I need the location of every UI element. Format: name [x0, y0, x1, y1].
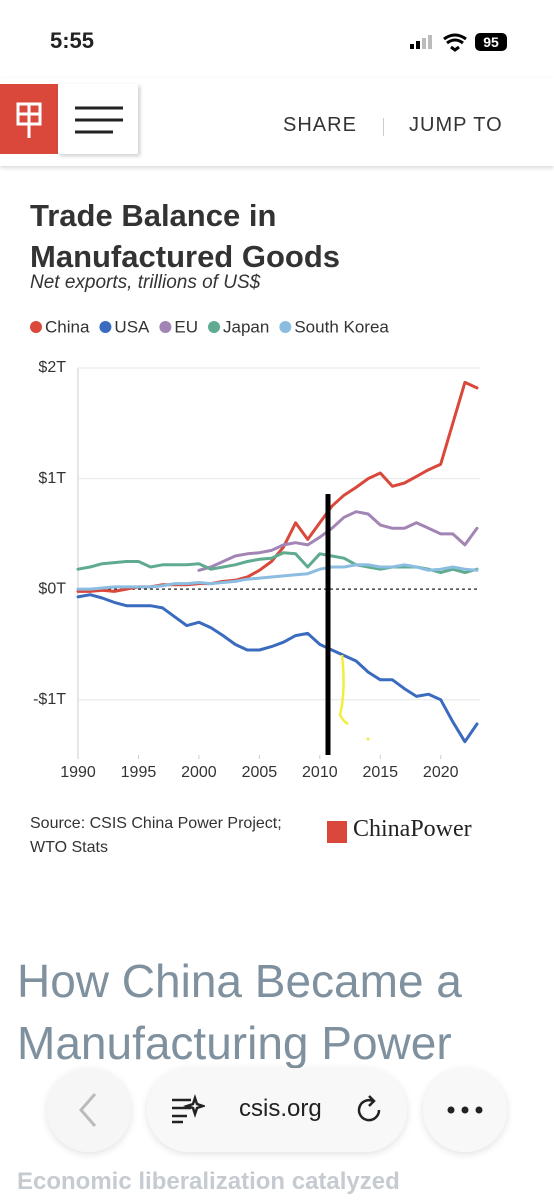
time: 5:55: [50, 28, 95, 53]
series-line: [197, 510, 479, 572]
status-icons: [410, 33, 467, 52]
legend-swatch: [159, 321, 172, 333]
x-tick-label: 1990: [60, 764, 96, 781]
legend-label: USA: [114, 317, 150, 336]
y-tick-label: -$1T: [33, 691, 66, 708]
url: csis.org: [239, 1095, 322, 1122]
legend-swatch: [99, 321, 112, 333]
site-header: SHARE JUMP TO: [0, 78, 554, 166]
chart-title: Trade Balance in Manufactured Goods: [30, 198, 341, 274]
menu-button[interactable]: [58, 84, 138, 154]
brand-icon: [327, 821, 347, 843]
y-tick-label: $1T: [38, 470, 66, 487]
address-bar[interactable]: csis.org: [147, 1068, 407, 1152]
status-bar: 5:55 95: [0, 0, 554, 80]
x-tick-label: 2015: [362, 764, 398, 781]
article-lead: Economic liberalization catalyzed: [17, 1168, 400, 1195]
more-button[interactable]: [423, 1068, 507, 1152]
series-line: [76, 563, 479, 591]
legend-label: Japan: [223, 317, 269, 336]
chart: China USA EU Japan South Korea -$1T $0T $1T $2T 1…: [30, 317, 480, 781]
x-tick-label: 2000: [181, 764, 217, 781]
share-link[interactable]: SHARE: [283, 114, 357, 136]
legend-swatch: [208, 321, 221, 333]
legend-label: China: [45, 317, 90, 336]
brand: ChinaPower: [353, 816, 472, 842]
legend-swatch: [30, 321, 42, 333]
article-heading: How China Became a Manufacturing Power: [17, 955, 462, 1069]
legend-swatch: [279, 321, 292, 333]
source: Source: CSIS China Power Project; WTO St…: [30, 815, 282, 856]
legend-label: South Korea: [294, 317, 389, 336]
legend-label: EU: [174, 317, 198, 336]
x-tick-label: 2010: [302, 764, 338, 781]
series-line: [76, 551, 479, 575]
back-button[interactable]: [47, 1068, 131, 1152]
chart-subtitle: Net exports, trillions of US$: [30, 272, 261, 293]
logo[interactable]: [0, 84, 58, 154]
x-tick-label: 2005: [242, 764, 278, 781]
x-tick-label: 2020: [423, 764, 459, 781]
y-tick-label: $2T: [38, 359, 66, 376]
separator: [383, 118, 384, 136]
jump-to-link[interactable]: JUMP TO: [409, 114, 503, 136]
x-tick-label: 1995: [121, 764, 157, 781]
annotation-scribble: [338, 654, 370, 741]
battery: 95: [475, 33, 507, 51]
y-tick-label: $0T: [38, 580, 66, 597]
series-line: [76, 593, 479, 744]
